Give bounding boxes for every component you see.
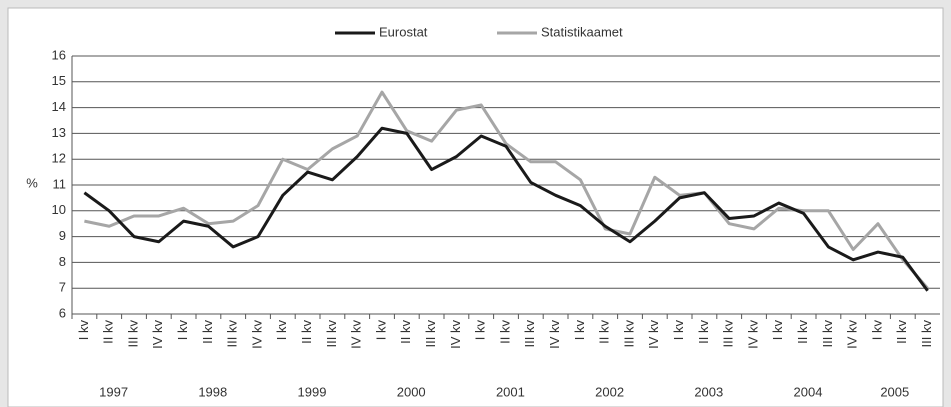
y-tick-label: 16 bbox=[52, 47, 66, 62]
x-tick-label: III kv bbox=[423, 320, 438, 348]
year-label: 1997 bbox=[99, 384, 128, 399]
x-tick-label: I kv bbox=[373, 320, 388, 341]
x-tick-label: III kv bbox=[522, 320, 537, 348]
legend-label: Statistikaamet bbox=[541, 24, 623, 39]
y-tick-label: 12 bbox=[52, 151, 66, 166]
y-tick-label: 11 bbox=[53, 176, 67, 191]
x-tick-label: I kv bbox=[175, 320, 190, 341]
y-axis-label: % bbox=[26, 175, 38, 190]
x-tick-label: IV kv bbox=[349, 320, 364, 349]
series-line bbox=[83, 126, 929, 292]
x-tick-label: III kv bbox=[225, 320, 240, 348]
x-tick-label: I kv bbox=[869, 320, 884, 341]
x-tick-label: IV kv bbox=[845, 320, 860, 349]
y-tick-label: 14 bbox=[52, 99, 66, 114]
year-label: 1999 bbox=[298, 384, 327, 399]
y-tick-label: 9 bbox=[59, 228, 66, 243]
year-label: 2001 bbox=[496, 384, 525, 399]
year-label: 2000 bbox=[397, 384, 426, 399]
x-tick-label: I kv bbox=[274, 320, 289, 341]
x-tick-label: II kv bbox=[795, 320, 810, 344]
x-tick-label: III kv bbox=[721, 320, 736, 348]
x-tick-label: II kv bbox=[696, 320, 711, 344]
legend-label: Eurostat bbox=[379, 24, 428, 39]
x-tick-label: IV kv bbox=[448, 320, 463, 349]
x-tick-label: IV kv bbox=[150, 320, 165, 349]
year-label: 2004 bbox=[794, 384, 823, 399]
series-line bbox=[84, 90, 929, 290]
x-tick-label: IV kv bbox=[745, 320, 760, 349]
year-label: 1998 bbox=[198, 384, 227, 399]
y-tick-label: 13 bbox=[52, 125, 66, 140]
x-tick-label: II kv bbox=[299, 320, 314, 344]
x-tick-label: II kv bbox=[497, 320, 512, 344]
x-tick-label: II kv bbox=[101, 320, 116, 344]
x-tick-label: III kv bbox=[125, 320, 140, 348]
x-tick-label: I kv bbox=[770, 320, 785, 341]
x-tick-label: III kv bbox=[820, 320, 835, 348]
year-label: 2003 bbox=[694, 384, 723, 399]
x-tick-label: II kv bbox=[894, 320, 909, 344]
y-tick-label: 10 bbox=[52, 202, 66, 217]
x-tick-label: III kv bbox=[919, 320, 934, 348]
x-tick-label: II kv bbox=[200, 320, 215, 344]
x-tick-label: III kv bbox=[621, 320, 636, 348]
x-tick-label: II kv bbox=[597, 320, 612, 344]
year-label: 2005 bbox=[880, 384, 909, 399]
x-tick-label: IV kv bbox=[646, 320, 661, 349]
x-tick-label: I kv bbox=[76, 320, 91, 341]
y-tick-label: 7 bbox=[59, 280, 66, 295]
x-tick-label: IV kv bbox=[249, 320, 264, 349]
x-tick-label: II kv bbox=[398, 320, 413, 344]
x-tick-label: I kv bbox=[671, 320, 686, 341]
y-tick-label: 6 bbox=[59, 305, 66, 320]
y-tick-label: 15 bbox=[52, 73, 66, 88]
x-tick-label: III kv bbox=[324, 320, 339, 348]
panel bbox=[7, 7, 944, 407]
y-tick-label: 8 bbox=[59, 254, 66, 269]
x-tick-label: I kv bbox=[572, 320, 587, 341]
x-tick-label: IV kv bbox=[547, 320, 562, 349]
year-label: 2002 bbox=[595, 384, 624, 399]
x-tick-label: I kv bbox=[473, 320, 488, 341]
